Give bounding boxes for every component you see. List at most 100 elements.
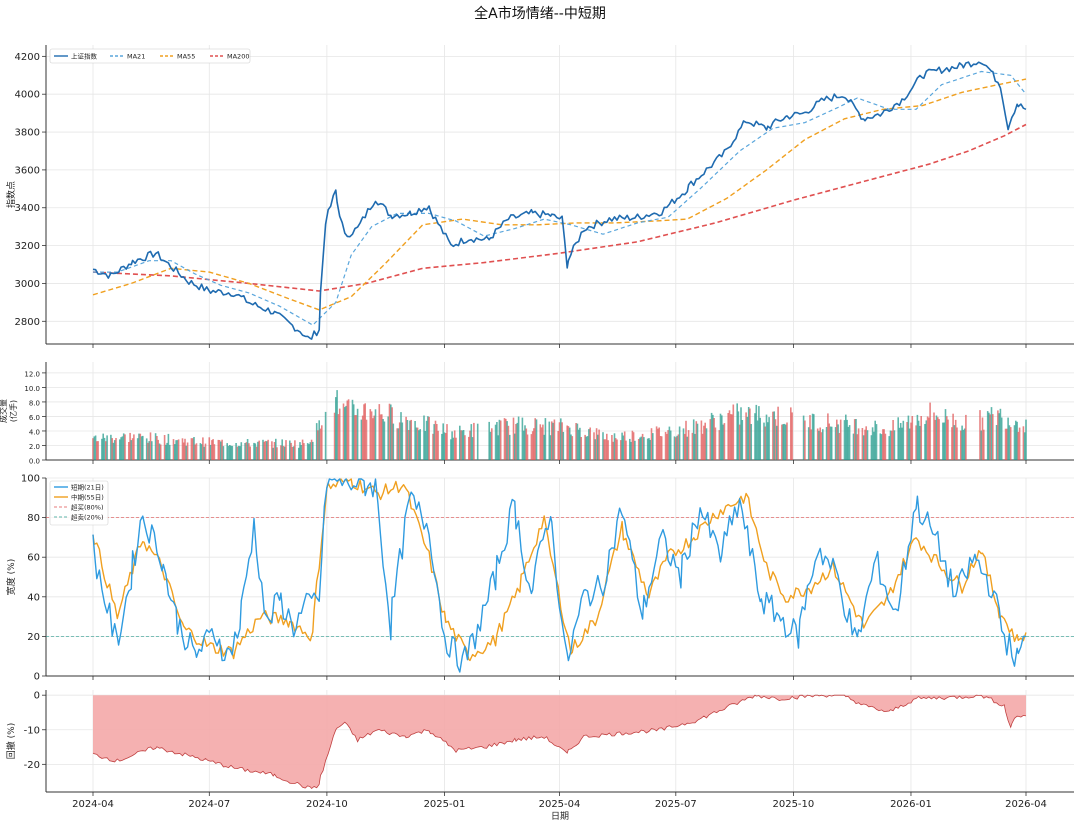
volume-bar — [199, 443, 202, 460]
volume-bar — [728, 410, 731, 460]
volume-bar — [668, 426, 671, 460]
volume-bar — [1017, 431, 1020, 460]
volume-bar — [943, 422, 945, 460]
volume-bar — [427, 416, 429, 460]
volume-bar — [829, 426, 832, 460]
legend-entry: 中期(55日) — [71, 493, 104, 502]
volume-bar — [372, 418, 374, 460]
volume-bar — [424, 431, 427, 460]
volume-bar — [469, 430, 471, 460]
volume-bar — [667, 430, 669, 460]
volume-bar — [676, 435, 678, 460]
series-line-短期(21日) — [92, 478, 1027, 673]
volume-bar — [960, 430, 962, 460]
volume-bar — [221, 439, 223, 460]
volume-bar — [827, 413, 829, 460]
volume-bar — [737, 411, 740, 460]
volume-bar — [361, 415, 364, 460]
volume-bar — [588, 429, 590, 460]
volume-bar — [846, 419, 848, 460]
volume-bar — [418, 430, 420, 460]
volume-bar — [1016, 421, 1018, 460]
volume-bar — [211, 440, 213, 460]
volume-bar — [96, 441, 98, 460]
volume-bar — [899, 423, 902, 460]
volume-bar — [575, 423, 577, 460]
volume-bar — [176, 440, 179, 460]
volume-bar — [432, 433, 434, 460]
volume-bar — [337, 414, 340, 460]
volume-bar — [979, 410, 981, 460]
volume-bar — [254, 443, 257, 460]
volume-bar — [204, 443, 207, 460]
volume-bar — [882, 429, 884, 460]
volume-bar — [473, 422, 475, 460]
volume-bar — [924, 424, 926, 460]
volume-bar — [884, 433, 887, 460]
volume-bar — [772, 411, 774, 460]
volume-bar — [226, 443, 228, 460]
volume-bar — [897, 417, 899, 460]
volume-bar — [684, 433, 686, 460]
volume-bar — [1013, 425, 1016, 460]
volume-bar — [443, 432, 446, 460]
volume-bar — [727, 413, 729, 460]
volume-bar — [414, 421, 416, 460]
volume-bar — [730, 414, 732, 460]
volume-bar — [283, 446, 286, 460]
volume-bar — [759, 417, 761, 460]
volume-bar — [571, 436, 574, 460]
y-tick-label: 4000 — [15, 90, 40, 101]
volume-bar — [124, 434, 126, 460]
volume-bar — [629, 438, 631, 460]
volume-bar — [406, 420, 409, 460]
volume-bar — [514, 433, 516, 460]
volume-bar — [678, 426, 681, 460]
volume-bar — [562, 431, 565, 460]
volume-bar — [494, 424, 497, 460]
y-tick-label: 2.0 — [29, 443, 40, 451]
y-tick-label: -10 — [24, 725, 40, 736]
volume-bar — [961, 425, 963, 460]
volume-bar — [620, 440, 622, 460]
volume-bar — [802, 415, 805, 460]
volume-bar — [282, 445, 285, 460]
volume-bar — [346, 400, 349, 460]
volume-bar — [855, 419, 857, 460]
volume-bar — [712, 414, 714, 460]
volume-bar — [351, 399, 354, 460]
volume-bar — [202, 437, 204, 460]
volume-bar — [175, 440, 177, 460]
y-tick-label: 80 — [27, 513, 40, 524]
volume-bar — [102, 433, 104, 460]
volume-bar — [543, 434, 545, 460]
volume-bar — [345, 405, 347, 460]
volume-bar — [614, 438, 617, 460]
volume-bar — [140, 436, 143, 460]
volume-bar — [294, 440, 296, 460]
volume-bar — [700, 420, 703, 460]
volume-bar — [631, 430, 634, 460]
volume-bar — [963, 428, 966, 460]
legend-box — [49, 48, 251, 64]
volume-bar — [652, 433, 654, 460]
volume-bar — [870, 435, 873, 460]
volume-bar — [746, 416, 749, 460]
volume-bar — [649, 439, 651, 460]
volume-bar — [526, 434, 529, 460]
x-tick-label: 2024-04 — [72, 799, 114, 810]
volume-bar — [910, 422, 912, 460]
volume-bar — [962, 429, 965, 460]
legend-box — [49, 480, 109, 526]
volume-bar — [524, 425, 526, 460]
volume-bar — [999, 408, 1002, 460]
volume-bar — [299, 442, 301, 460]
volume-bar — [548, 421, 551, 460]
volume-bar — [203, 446, 205, 460]
volume-bar — [290, 442, 292, 460]
volume-bar — [576, 423, 579, 460]
volume-bar — [112, 442, 115, 460]
volume-bar — [691, 432, 694, 460]
volume-bar — [828, 423, 830, 460]
volume-bar — [616, 439, 618, 460]
